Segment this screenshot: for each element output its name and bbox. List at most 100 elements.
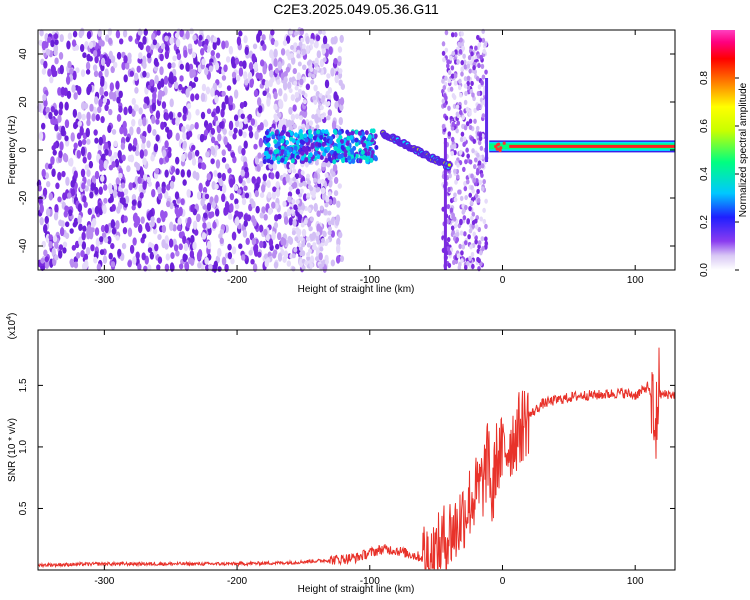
noise-cell xyxy=(70,132,75,142)
noise-cell xyxy=(453,223,458,229)
noise-cell xyxy=(175,132,180,142)
signal-cell xyxy=(339,138,344,144)
noise-cell xyxy=(155,134,160,142)
noise-cell xyxy=(100,75,105,85)
noise-cell xyxy=(273,221,279,229)
noise-cell xyxy=(459,37,463,43)
noise-cell xyxy=(66,90,72,99)
noise-cell xyxy=(77,140,83,147)
signal-cell xyxy=(280,145,285,151)
signal-cell xyxy=(352,145,357,151)
noise-cell xyxy=(117,191,122,198)
noise-cell xyxy=(313,69,318,75)
noise-cell xyxy=(441,78,445,84)
noise-cell xyxy=(191,51,197,59)
signal-cell xyxy=(300,155,305,161)
noise-cell xyxy=(263,119,268,126)
noise-cell xyxy=(179,75,184,82)
noise-cell xyxy=(113,140,118,148)
noise-cell xyxy=(65,176,70,186)
noise-cell xyxy=(203,44,208,51)
noise-cell xyxy=(149,79,154,87)
noise-cell xyxy=(292,68,297,75)
noise-cell xyxy=(228,95,234,106)
noise-cell xyxy=(221,157,227,163)
noise-cell xyxy=(227,167,232,174)
noise-cell xyxy=(466,89,471,95)
noise-cell xyxy=(463,83,468,89)
noise-cell xyxy=(290,94,296,102)
noise-cell xyxy=(477,164,482,170)
noise-cell xyxy=(58,150,63,159)
noise-cell xyxy=(223,206,228,216)
signal-cell xyxy=(274,143,279,149)
noise-cell xyxy=(330,67,335,77)
noise-cell xyxy=(125,136,130,143)
noise-cell xyxy=(321,43,326,49)
noise-cell xyxy=(173,81,179,90)
noise-cell xyxy=(87,224,92,234)
noise-cell xyxy=(238,67,244,77)
noise-cell xyxy=(67,32,73,40)
signal-cell xyxy=(369,157,374,163)
noise-cell xyxy=(122,120,127,130)
noise-cell xyxy=(262,240,267,249)
signal-cell xyxy=(374,144,379,150)
noise-cell xyxy=(191,157,197,166)
noise-cell xyxy=(292,181,298,189)
x-tick-label: -100 xyxy=(360,275,380,286)
noise-cell xyxy=(462,215,467,221)
noise-cell xyxy=(192,241,197,250)
noise-cell xyxy=(309,262,314,268)
noise-cell xyxy=(300,170,305,176)
signal-cell xyxy=(326,146,331,152)
noise-cell xyxy=(194,121,199,130)
noise-cell xyxy=(336,237,341,247)
noise-cell xyxy=(196,213,201,222)
noise-cell xyxy=(146,224,151,232)
noise-cell xyxy=(67,158,73,167)
signal-cell xyxy=(349,134,354,140)
noise-cell xyxy=(291,56,296,65)
noise-cell xyxy=(137,176,142,184)
noise-cell xyxy=(57,133,62,141)
noise-cell xyxy=(193,76,199,83)
noise-cell xyxy=(93,70,99,78)
noise-cell xyxy=(98,136,104,146)
noise-cell xyxy=(288,186,293,192)
noise-cell xyxy=(102,97,108,104)
noise-cell xyxy=(48,163,53,170)
noise-cell xyxy=(295,226,300,235)
noise-cell xyxy=(142,35,147,45)
noise-cell xyxy=(262,65,267,75)
noise-cell xyxy=(168,129,173,139)
noise-cell xyxy=(214,94,219,104)
signal-cell xyxy=(346,135,351,141)
noise-cell xyxy=(143,148,148,157)
noise-cell xyxy=(194,93,200,101)
noise-cell xyxy=(253,89,259,98)
noise-cell xyxy=(165,253,171,261)
noise-cell xyxy=(58,219,63,227)
noise-cell xyxy=(301,90,306,96)
noise-cell xyxy=(100,154,106,161)
noise-cell xyxy=(167,150,172,159)
noise-cell xyxy=(159,66,164,76)
noise-cell xyxy=(470,80,474,87)
noise-cell xyxy=(324,259,329,265)
noise-cell xyxy=(212,263,218,273)
noise-cell xyxy=(333,57,338,65)
noise-cell xyxy=(473,118,477,124)
noise-cell xyxy=(142,157,147,166)
noise-cell xyxy=(152,91,157,100)
noise-cell xyxy=(273,91,278,100)
noise-cell xyxy=(80,101,86,111)
noise-cell xyxy=(94,186,99,195)
noise-cell xyxy=(119,126,124,135)
noise-cell xyxy=(123,55,128,64)
noise-cell xyxy=(88,160,94,169)
noise-cell xyxy=(187,130,193,138)
noise-cell xyxy=(71,39,77,47)
signal-cell xyxy=(317,142,322,148)
noise-cell xyxy=(294,91,300,99)
